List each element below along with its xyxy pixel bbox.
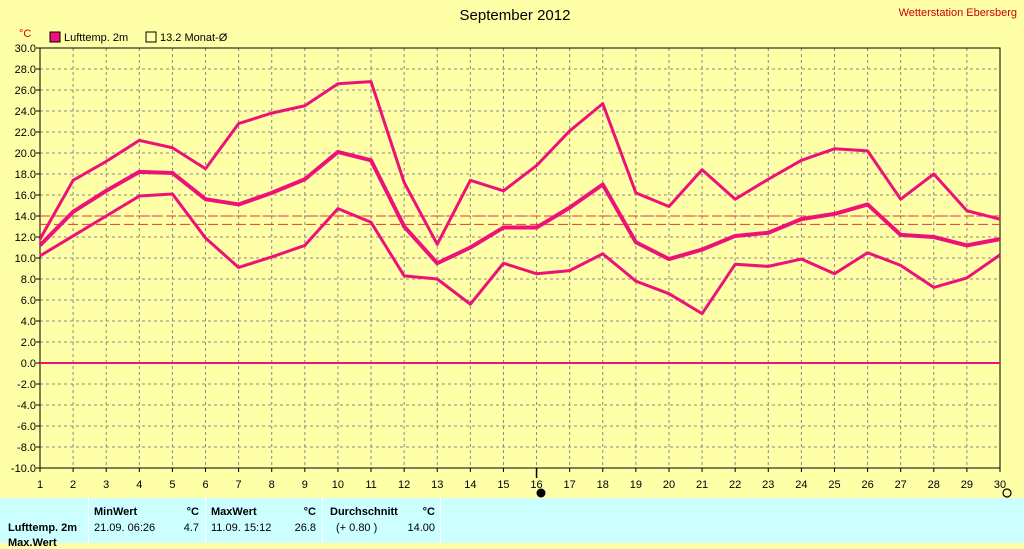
y-axis: 30.0 28.0 26.0 24.0 22.0 20.0 18.0 16.0 14.0 12.0…	[11, 43, 40, 475]
legend: Lufttemp. 2m 13.2 Monat-Ø	[49, 31, 228, 44]
x-tick-label: 13	[431, 479, 443, 491]
y-tick-label: -4.0	[17, 400, 36, 412]
max-value: 26.8	[294, 522, 316, 534]
x-tick-label: 27	[895, 479, 907, 491]
x-tick-label: 28	[928, 479, 940, 491]
x-tick-label: 23	[762, 479, 774, 491]
y-tick-label: 28.0	[15, 64, 36, 76]
y-tick-label: -10.0	[11, 463, 36, 475]
avg-header: Durchschnitt	[330, 506, 398, 518]
y-tick-label: 30.0	[15, 43, 36, 55]
stats-label-cell: Lufttemp. 2m Max.Wert	[0, 498, 88, 549]
day-30-marker	[1002, 488, 1012, 498]
x-tick-label: 30	[994, 479, 1006, 491]
stats-avg-cell: Durchschnitt °C (+ 0.80 ) 14.00	[323, 498, 439, 543]
y-tick-label: 8.0	[21, 274, 36, 286]
y-tick-label: 2.0	[21, 337, 36, 349]
x-tick-label: 2	[70, 479, 76, 491]
chart-title: September 2012	[460, 7, 571, 24]
x-tick-label: 4	[136, 479, 142, 491]
stats-row-label: Lufttemp. 2m	[8, 522, 78, 534]
station-name: Wetterstation Ebersberg	[899, 7, 1017, 19]
x-tick-label: 7	[236, 479, 242, 491]
y-tick-label: 24.0	[15, 106, 36, 118]
stats-min-cell: MinWert °C 21.09. 06:26 4.7	[89, 498, 205, 543]
x-tick-label: 21	[696, 479, 708, 491]
max-unit: °C	[303, 506, 316, 518]
max-time: 11.09. 15:12	[211, 522, 272, 534]
plot-area	[38, 47, 1001, 469]
x-tick-label: 9	[302, 479, 308, 491]
x-tick-label: 19	[630, 479, 642, 491]
min-value: 4.7	[183, 522, 199, 534]
x-tick-label: 6	[202, 479, 208, 491]
x-tick-label: 17	[564, 479, 576, 491]
x-axis: 1 2 3 4 5 6 7 8 9 10 11 12 13 14 15 16 17 18 19 20 21 22 23 24 2…	[37, 468, 1006, 491]
stats-row-label-2: Max.Wert	[8, 537, 57, 549]
x-tick-label: 5	[169, 479, 175, 491]
y-axis-unit: °C	[19, 28, 31, 40]
avg-delta: (+ 0.80 )	[336, 522, 378, 534]
y-tick-label: 6.0	[21, 295, 36, 307]
y-tick-label: 12.0	[15, 232, 36, 244]
x-tick-label: 18	[597, 479, 609, 491]
x-tick-label: 20	[663, 479, 675, 491]
min-time: 21.09. 06:26	[94, 522, 156, 534]
stats-panel: Lufttemp. 2m Max.Wert MinWert °C 21.09. …	[0, 498, 1024, 549]
legend-series-swatch	[49, 31, 61, 43]
y-tick-label: 14.0	[15, 211, 36, 223]
avg-value: 14.00	[407, 522, 435, 534]
y-tick-label: -6.0	[17, 421, 36, 433]
y-tick-label: 26.0	[15, 85, 36, 97]
y-tick-label: -8.0	[17, 442, 36, 454]
series-line-max	[38, 80, 1001, 246]
x-tick-label: 8	[269, 479, 275, 491]
avg-unit: °C	[422, 506, 435, 518]
x-tick-label: 1	[37, 479, 43, 491]
stats-max-cell: MaxWert °C 11.09. 15:12 26.8	[206, 498, 322, 543]
x-tick-label: 24	[795, 479, 807, 491]
day-30-marker-icon	[1002, 488, 1012, 498]
x-tick-label: 3	[103, 479, 109, 491]
y-tick-label: 4.0	[21, 316, 36, 328]
y-tick-label: 16.0	[15, 190, 36, 202]
x-tick-label: 15	[497, 479, 509, 491]
min-header: MinWert	[94, 506, 138, 518]
min-unit: °C	[186, 506, 199, 518]
y-tick-label: 20.0	[15, 148, 36, 160]
max-header: MaxWert	[211, 506, 257, 518]
temperature-chart: September 2012 Wetterstation Ebersberg °…	[11, 7, 1017, 498]
y-tick-label: 22.0	[15, 127, 36, 139]
y-tick-label: -2.0	[17, 379, 36, 391]
x-tick-label: 22	[729, 479, 741, 491]
x-tick-label: 11	[365, 479, 376, 491]
x-tick-label: 10	[332, 479, 344, 491]
today-marker	[536, 488, 546, 498]
legend-average-label: 13.2 Monat-Ø	[160, 32, 228, 44]
x-tick-label: 16	[530, 479, 542, 491]
x-tick-label: 12	[398, 479, 410, 491]
y-tick-label: 0.0	[21, 358, 36, 370]
y-tick-label: 10.0	[15, 253, 36, 265]
x-tick-label: 14	[464, 479, 476, 491]
x-tick-label: 29	[961, 479, 973, 491]
series-line-min	[39, 192, 1001, 316]
day-16-marker-icon	[536, 488, 546, 498]
y-tick-label: 18.0	[15, 169, 36, 181]
x-tick-label: 26	[861, 479, 873, 491]
x-tick-label: 25	[828, 479, 840, 491]
legend-average-swatch	[145, 31, 157, 43]
legend-series-label: Lufttemp. 2m	[64, 32, 128, 44]
series-line-mean	[38, 149, 1001, 266]
